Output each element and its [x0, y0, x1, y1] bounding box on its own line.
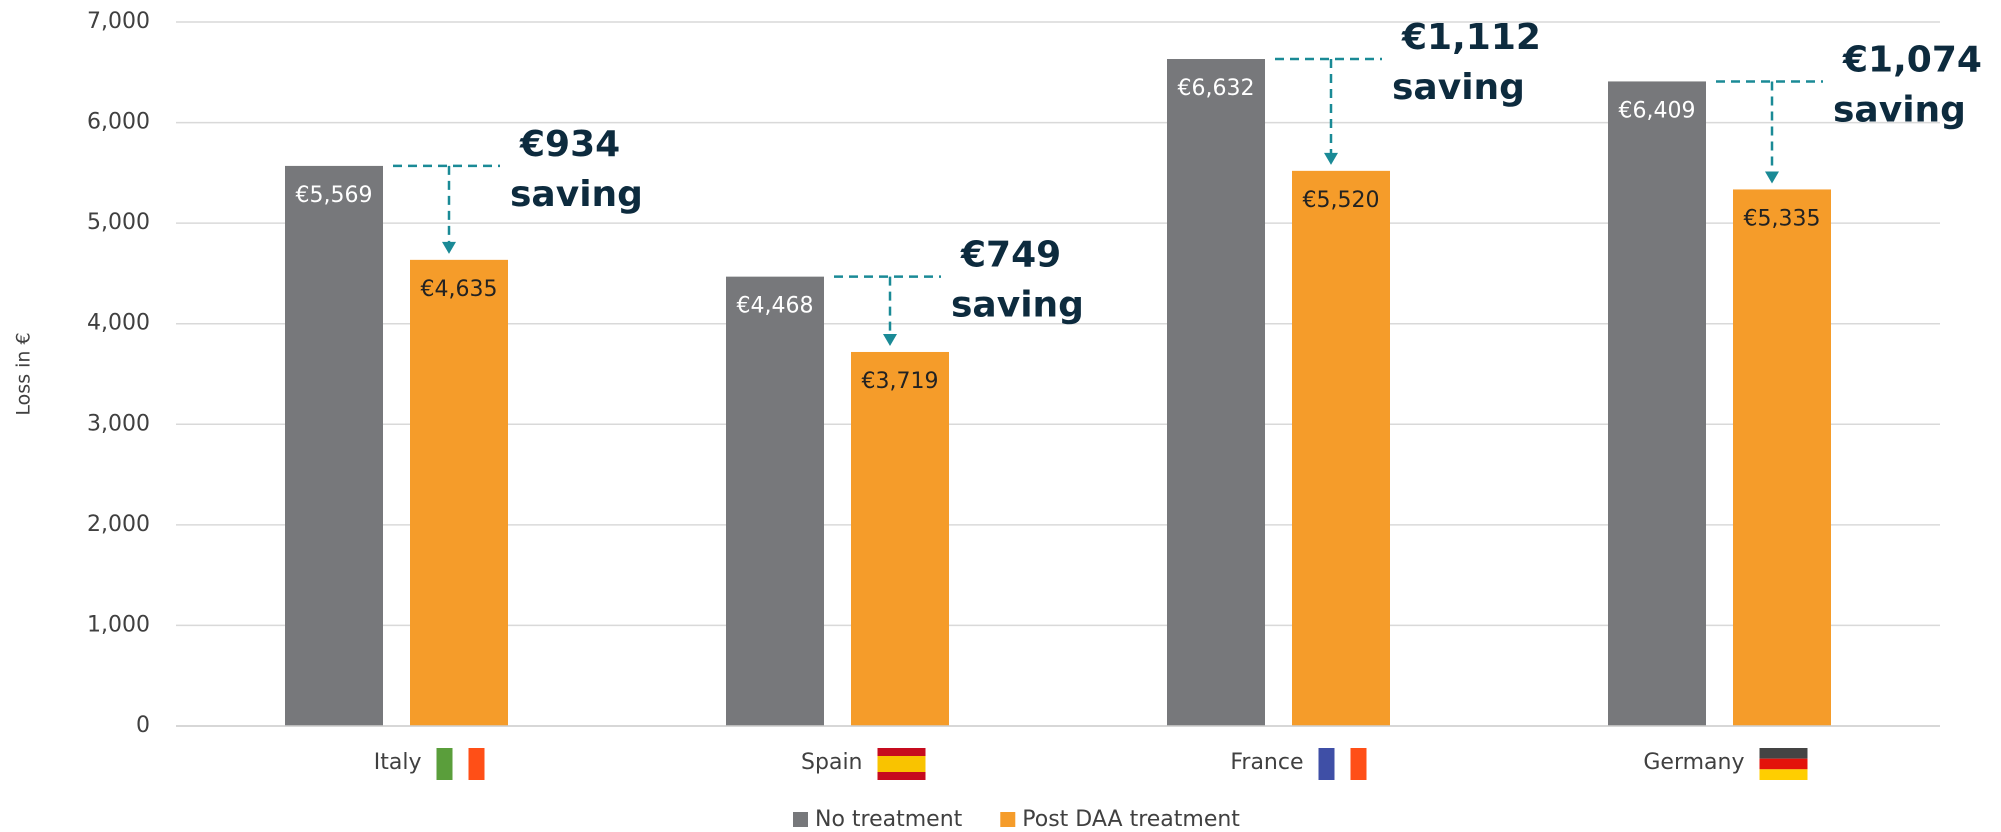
flag: [877, 772, 926, 780]
value-label: €4,635: [421, 277, 498, 302]
y-tick-label: 1,000: [87, 612, 150, 637]
y-tick-label: 3,000: [87, 411, 150, 436]
saving-text: saving: [1392, 67, 1525, 108]
y-tick-label: 5,000: [87, 210, 150, 235]
value-label: €4,468: [737, 294, 814, 319]
flag: [468, 748, 485, 780]
flag: [1759, 769, 1808, 780]
value-label: €5,520: [1303, 188, 1380, 213]
legend-label: No treatment: [815, 807, 963, 832]
saving-arrow: [1324, 152, 1338, 165]
legend-swatch: [793, 812, 808, 827]
y-tick-label: 4,000: [87, 311, 150, 336]
legend-swatch: [1000, 812, 1016, 827]
value-label: €5,335: [1744, 206, 1821, 231]
saving-amount: €934: [519, 124, 620, 165]
bar: [410, 259, 508, 726]
bar: [1733, 189, 1831, 727]
flag: [436, 748, 453, 780]
flag: [1759, 748, 1808, 759]
saving-text: saving: [951, 285, 1084, 326]
x-tick-label: Germany: [1643, 750, 1744, 775]
y-axis-label: Loss in €: [13, 332, 35, 415]
bar: [1292, 170, 1390, 727]
saving-amount: €749: [960, 235, 1061, 276]
flag: [1334, 748, 1351, 780]
flag: [877, 748, 926, 756]
y-tick-label: 2,000: [87, 512, 150, 537]
x-tick-label: Italy: [374, 750, 422, 775]
flag: [1350, 748, 1367, 780]
value-label: €6,632: [1178, 76, 1255, 101]
flag: [877, 756, 926, 772]
saving-arrow: [1765, 171, 1779, 184]
y-tick-label: 0: [136, 713, 150, 738]
saving-text: saving: [1833, 89, 1966, 130]
bar: [726, 276, 824, 726]
bar: [285, 165, 383, 726]
flag: [1759, 758, 1808, 770]
x-tick-label: France: [1230, 750, 1303, 775]
saving-arrow: [883, 333, 897, 346]
saving-amount: €1,074: [1842, 39, 1982, 80]
x-tick-label: Spain: [801, 750, 862, 775]
flag: [452, 748, 469, 780]
bar: [1608, 81, 1706, 726]
bar: [1167, 59, 1265, 727]
saving-arrow: [442, 241, 456, 254]
bar: [851, 351, 949, 726]
legend-label: Post DAA treatment: [1022, 807, 1240, 832]
y-tick-label: 7,000: [87, 9, 150, 34]
value-label: €5,569: [296, 183, 373, 208]
y-tick-label: 6,000: [87, 110, 150, 135]
value-label: €6,409: [1619, 98, 1696, 123]
saving-amount: €1,112: [1401, 17, 1541, 58]
value-label: €3,719: [862, 369, 939, 394]
saving-text: saving: [510, 174, 643, 215]
flag: [1318, 748, 1335, 780]
